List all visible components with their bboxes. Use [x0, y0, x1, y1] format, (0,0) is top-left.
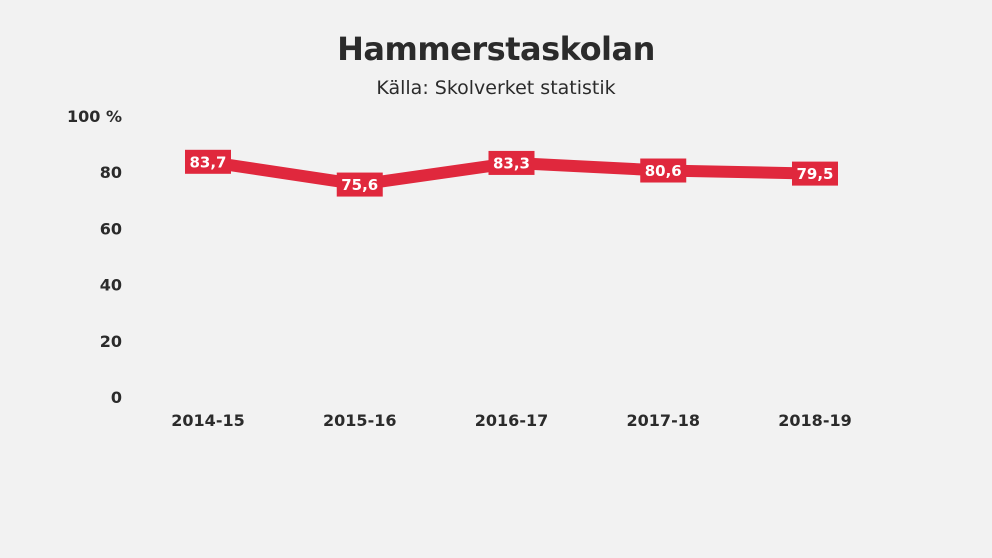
y-tick-label: 0 [111, 388, 122, 407]
y-tick-label: 40 [100, 276, 122, 295]
y-tick-label: 60 [100, 219, 122, 238]
data-label: 83,7 [189, 153, 226, 171]
data-point-marker [640, 158, 687, 183]
y-tick-label: 80 [100, 163, 122, 182]
y-tick-label: 20 [100, 332, 122, 351]
chart-title: Hammerstaskolan [337, 30, 655, 68]
x-tick-label: 2015-16 [323, 411, 396, 430]
y-axis: 0 20 40 60 80 100 % [67, 107, 122, 407]
data-label: 83,3 [493, 154, 530, 172]
x-tick-label: 2014-15 [171, 411, 244, 430]
y-tick-label: 100 % [67, 107, 122, 126]
chart-subtitle: Källa: Skolverket statistik [376, 77, 616, 99]
data-label: 79,5 [796, 165, 833, 183]
data-point-marker [336, 172, 383, 197]
data-label: 80,6 [645, 162, 682, 180]
x-axis: 2014-15 2015-16 2016-17 2017-18 2018-19 [171, 411, 851, 430]
data-labels: 83,7 75,6 83,3 80,6 79,5 [185, 149, 838, 197]
data-label: 75,6 [341, 176, 378, 194]
x-tick-label: 2016-17 [475, 411, 548, 430]
data-point-marker [488, 150, 535, 175]
data-point-marker [792, 161, 838, 186]
x-tick-label: 2017-18 [627, 411, 700, 430]
x-tick-label: 2018-19 [778, 411, 851, 430]
data-point-marker [185, 149, 231, 174]
